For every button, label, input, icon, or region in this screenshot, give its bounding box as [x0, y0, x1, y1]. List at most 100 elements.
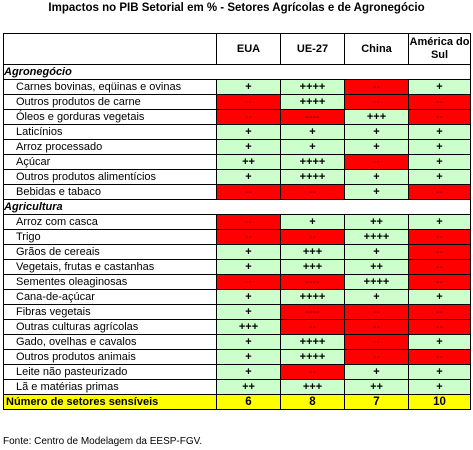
table-row: Laticínios + + + + — [3, 124, 471, 140]
impact-cell: -- — [408, 274, 471, 290]
impact-cell: ---- — [280, 304, 345, 320]
impact-cell: + — [344, 364, 409, 380]
impact-cell: ++ — [216, 154, 281, 170]
sector-label: Açúcar — [3, 154, 217, 170]
header-ue27: UE-27 — [280, 33, 345, 65]
sector-label: Laticínios — [3, 124, 217, 140]
impact-cell: + — [216, 304, 281, 320]
impact-cell: ++++ — [280, 154, 345, 170]
sector-label: Óleos e gorduras vegetais — [3, 109, 217, 125]
impact-cell: + — [216, 139, 281, 155]
table-row: Grãos de cereais + +++ + -- — [3, 244, 471, 260]
impact-cell: + — [408, 364, 471, 380]
sector-label: Vegetais, frutas e castanhas — [3, 259, 217, 275]
impact-cell: -- — [216, 229, 281, 245]
sector-label: Arroz processado — [3, 139, 217, 155]
impact-cell: -- — [408, 244, 471, 260]
table-row: Fibras vegetais + ---- -- -- — [3, 304, 471, 320]
impact-cell: + — [408, 154, 471, 170]
impact-cell: -- — [344, 349, 409, 365]
impact-cell: -- — [280, 364, 345, 380]
impact-cell: -- — [408, 319, 471, 335]
impact-cell: + — [216, 364, 281, 380]
impact-cell: + — [216, 289, 281, 305]
impact-cell: + — [216, 334, 281, 350]
total-row: Número de setores sensíveis 6 8 7 10 — [3, 394, 471, 410]
sector-label: Lã e matérias primas — [3, 379, 217, 395]
header-blank — [3, 33, 217, 65]
impact-cell: ++++ — [344, 229, 409, 245]
impact-cell: +++ — [280, 259, 345, 275]
table-row: Trigo -- -- ++++ -- — [3, 229, 471, 245]
impact-cell: ++++ — [280, 334, 345, 350]
table-row: Lã e matérias primas ++ +++ ++ + — [3, 379, 471, 395]
header-america-do-sul: América do Sul — [408, 33, 471, 65]
impact-cell: +++ — [280, 379, 345, 395]
impact-cell: + — [216, 259, 281, 275]
sector-label: Arroz com casca — [3, 214, 217, 230]
impact-cell: -- — [344, 94, 409, 110]
impact-cell: -- — [280, 319, 345, 335]
header-eua: EUA — [216, 33, 281, 65]
impact-cell: + — [408, 289, 471, 305]
table-row: Bebidas e tabaco -- -- + -- — [3, 184, 471, 200]
impact-cell: ++++ — [280, 169, 345, 185]
impact-cell: + — [216, 124, 281, 140]
total-value: 6 — [216, 394, 281, 410]
impact-cell: -- — [344, 319, 409, 335]
impact-cell: + — [408, 139, 471, 155]
impact-cell: -- — [344, 79, 409, 95]
sector-label: Bebidas e tabaco — [3, 184, 217, 200]
sector-label: Cana-de-açúcar — [3, 289, 217, 305]
impact-cell: ++ — [344, 379, 409, 395]
impact-cell: -- — [216, 214, 281, 230]
table-row: Outros produtos de carne -- ++++ -- -- — [3, 94, 471, 110]
table-row: Arroz com casca -- + ++ + — [3, 214, 471, 230]
sector-label: Gado, ovelhas e cavalos — [3, 334, 217, 350]
impact-cell: + — [344, 169, 409, 185]
impact-cell: -- — [344, 154, 409, 170]
table-row: Cana-de-açúcar + ++++ + + — [3, 289, 471, 305]
table-row: Carnes bovinas, eqüinas e ovinas + ++++ -- + — [3, 79, 471, 95]
impact-cell: -- — [344, 334, 409, 350]
sector-label: Fibras vegetais — [3, 304, 217, 320]
impact-cell: +++ — [280, 244, 345, 260]
impact-cell: -- — [408, 109, 471, 125]
impact-cell: ++++ — [280, 79, 345, 95]
total-label: Número de setores sensíveis — [3, 394, 217, 410]
total-value: 7 — [344, 394, 409, 410]
impact-cell: -- — [280, 184, 345, 200]
impact-cell: -- — [216, 109, 281, 125]
impact-cell: -- — [280, 229, 345, 245]
header-row: EUA UE-27 China América do Sul — [3, 33, 471, 65]
sector-label: Grãos de cereais — [3, 244, 217, 260]
table-row: Açúcar ++ ++++ -- + — [3, 154, 471, 170]
source-note: Fonte: Centro de Modelagem da EESP-FGV. — [3, 436, 203, 447]
impact-cell: + — [408, 124, 471, 140]
sector-label: Trigo — [3, 229, 217, 245]
impact-cell: + — [408, 79, 471, 95]
impact-cell: + — [280, 139, 345, 155]
impact-cell: -- — [408, 349, 471, 365]
section-title: Agricultura — [3, 199, 471, 215]
impact-cell: + — [408, 334, 471, 350]
impact-cell: + — [280, 214, 345, 230]
impact-cell: + — [344, 184, 409, 200]
impact-cell: -- — [408, 259, 471, 275]
section-header-row: Agricultura — [3, 199, 471, 215]
impact-cell: ---- — [280, 109, 345, 125]
impact-cell: -- — [408, 184, 471, 200]
impact-cell: + — [280, 124, 345, 140]
impact-cell: ++++ — [344, 274, 409, 290]
impact-cell: -- — [344, 304, 409, 320]
impact-cell: + — [216, 169, 281, 185]
impact-cell: ++ — [344, 214, 409, 230]
section-header-row: Agronegócio — [3, 64, 471, 80]
table-row: Outros produtos animais + ++++ -- -- — [3, 349, 471, 365]
impact-cell: + — [408, 214, 471, 230]
sector-label: Outras culturas agrícolas — [3, 319, 217, 335]
table-row: Vegetais, frutas e castanhas + +++ ++ -- — [3, 259, 471, 275]
table-row: Outros produtos alimentícios + ++++ + + — [3, 169, 471, 185]
table-body: Agronegócio Carnes bovinas, eqüinas e ovi… — [3, 64, 471, 410]
table-row: Sementes oleaginosas -- ---- ++++ -- — [3, 274, 471, 290]
